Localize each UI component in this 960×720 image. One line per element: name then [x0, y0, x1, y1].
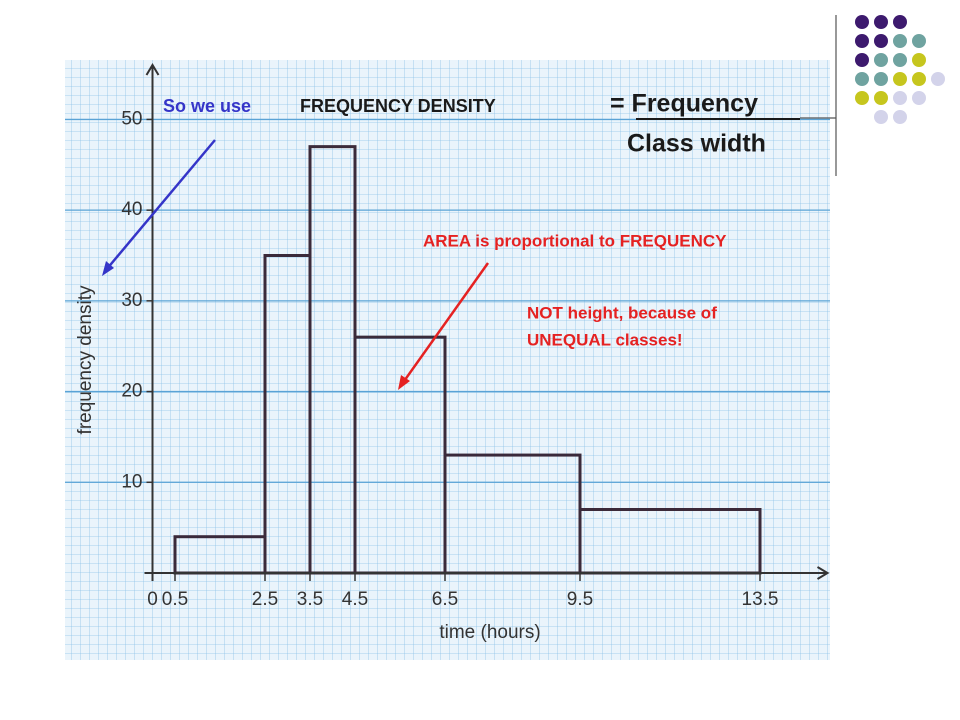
dot — [874, 34, 888, 48]
annotation: AREA is proportional to FREQUENCY — [423, 231, 727, 250]
dot — [893, 110, 907, 124]
decoration — [800, 15, 945, 176]
annotation: = Frequency — [610, 90, 758, 118]
dot — [912, 34, 926, 48]
y-axis-arrow — [145, 63, 160, 76]
annotation: NOT height, because of — [527, 303, 717, 322]
dot — [855, 53, 869, 67]
dot — [893, 91, 907, 105]
graph-paper-grid — [65, 60, 830, 660]
dot — [931, 72, 945, 86]
x-tick-label: 9.5 — [567, 589, 593, 610]
arrow-head — [102, 261, 114, 276]
dot — [912, 91, 926, 105]
dot — [874, 15, 888, 29]
dot — [893, 72, 907, 86]
dot — [912, 72, 926, 86]
arrow — [105, 139, 216, 271]
x-tick-label: 0.5 — [162, 589, 188, 610]
y-tick-label: 20 — [121, 381, 142, 402]
dot — [855, 34, 869, 48]
x-axis-label: time (hours) — [439, 622, 540, 643]
x-tick-label: 0 — [147, 589, 158, 610]
x-tick-label: 13.5 — [742, 589, 779, 610]
arrow-head — [398, 375, 410, 390]
dot — [893, 15, 907, 29]
x-axis-arrow — [816, 566, 830, 580]
x-tick-label: 2.5 — [252, 589, 278, 610]
dot — [893, 34, 907, 48]
dot — [893, 53, 907, 67]
dot — [874, 72, 888, 86]
annotation: FREQUENCY DENSITY — [300, 96, 496, 116]
y-axis-label: frequency density — [75, 285, 96, 434]
annotation: UNEQUAL classes! — [527, 330, 683, 349]
annotation: So we use — [163, 96, 251, 116]
dot — [874, 91, 888, 105]
dot — [855, 91, 869, 105]
x-tick-label: 4.5 — [342, 589, 368, 610]
dot — [855, 72, 869, 86]
y-tick-label: 50 — [121, 108, 142, 129]
arrow — [400, 262, 490, 385]
x-tick-label: 6.5 — [432, 589, 458, 610]
dot — [874, 53, 888, 67]
y-tick-label: 40 — [121, 199, 142, 220]
dot — [855, 15, 869, 29]
y-tick-label: 30 — [121, 290, 142, 311]
dot — [874, 110, 888, 124]
dot — [912, 53, 926, 67]
annotation: Class width — [627, 130, 766, 158]
x-tick-label: 3.5 — [297, 589, 323, 610]
y-tick-label: 10 — [121, 471, 142, 492]
